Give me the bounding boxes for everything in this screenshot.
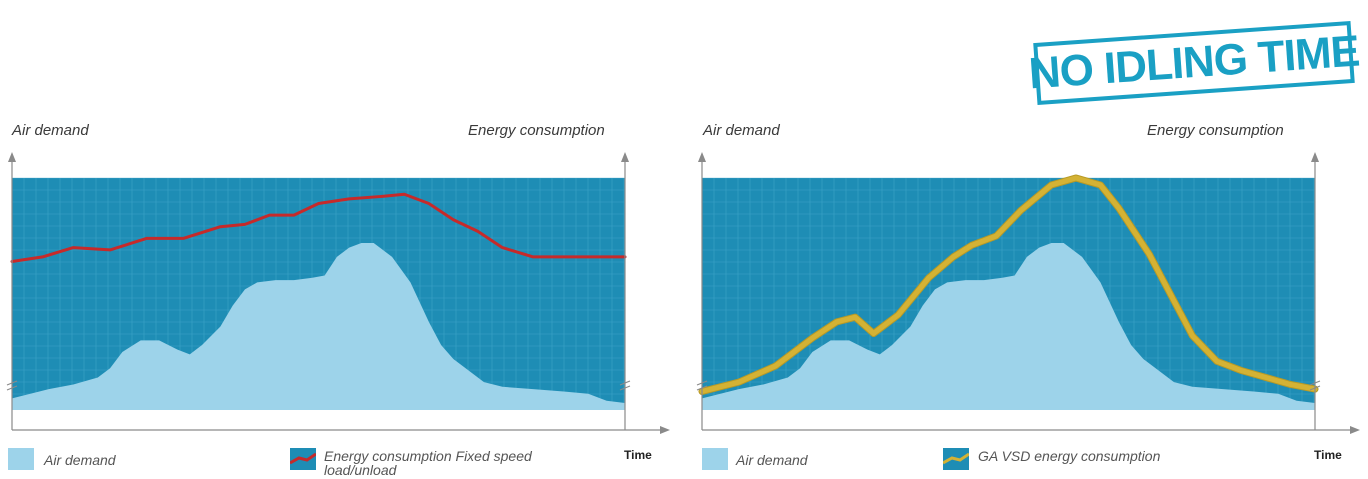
left-axis-label: Air demand [703,122,780,139]
fixed-speed-chart: Air demand Energy consumption Time Air d… [0,0,680,479]
left-axis-break [696,380,708,391]
right-axis-arrow [621,152,629,162]
legend-vsd-label: GA VSD energy consumption [978,448,1161,464]
legend-air-demand-label: Air demand [736,452,808,468]
air-demand-area [702,242,1315,410]
vsd-plot [696,152,1360,434]
time-axis-label: Time [624,448,652,462]
energy-consumption-line [10,192,627,264]
right-axis-arrow [1311,152,1319,162]
legend-fixed-speed-swatch [290,448,316,470]
right-axis-label: Energy consumption [1147,122,1284,139]
swatch-line [290,452,316,465]
x-axis-arrow [660,426,670,434]
swatch-line [943,452,969,465]
left-axis-arrow [698,152,706,162]
x-axis-arrow [1350,426,1360,434]
right-axis-break [1309,380,1321,391]
right-axis-label: Energy consumption [468,122,605,139]
legend-fixed-speed-label: Energy consumption Fixed speed load/unlo… [324,448,532,478]
axes [11,158,665,431]
left-axis-break [6,380,18,391]
axes [701,158,1355,431]
left-axis-arrow [8,152,16,162]
air-demand-area [12,242,625,410]
time-axis-label: Time [1314,448,1342,462]
vsd-chart: Air demand Energy consumption Time Air d… [690,0,1368,479]
energy-consumption-line [699,175,1318,394]
legend-air-demand-swatch [8,448,34,470]
legend-air-demand-label: Air demand [44,452,116,468]
legend-vsd-swatch [943,448,969,470]
right-axis-break [619,380,631,391]
left-axis-label: Air demand [12,122,89,139]
fixed-speed-plot [6,152,670,434]
legend-air-demand-swatch [702,448,728,470]
